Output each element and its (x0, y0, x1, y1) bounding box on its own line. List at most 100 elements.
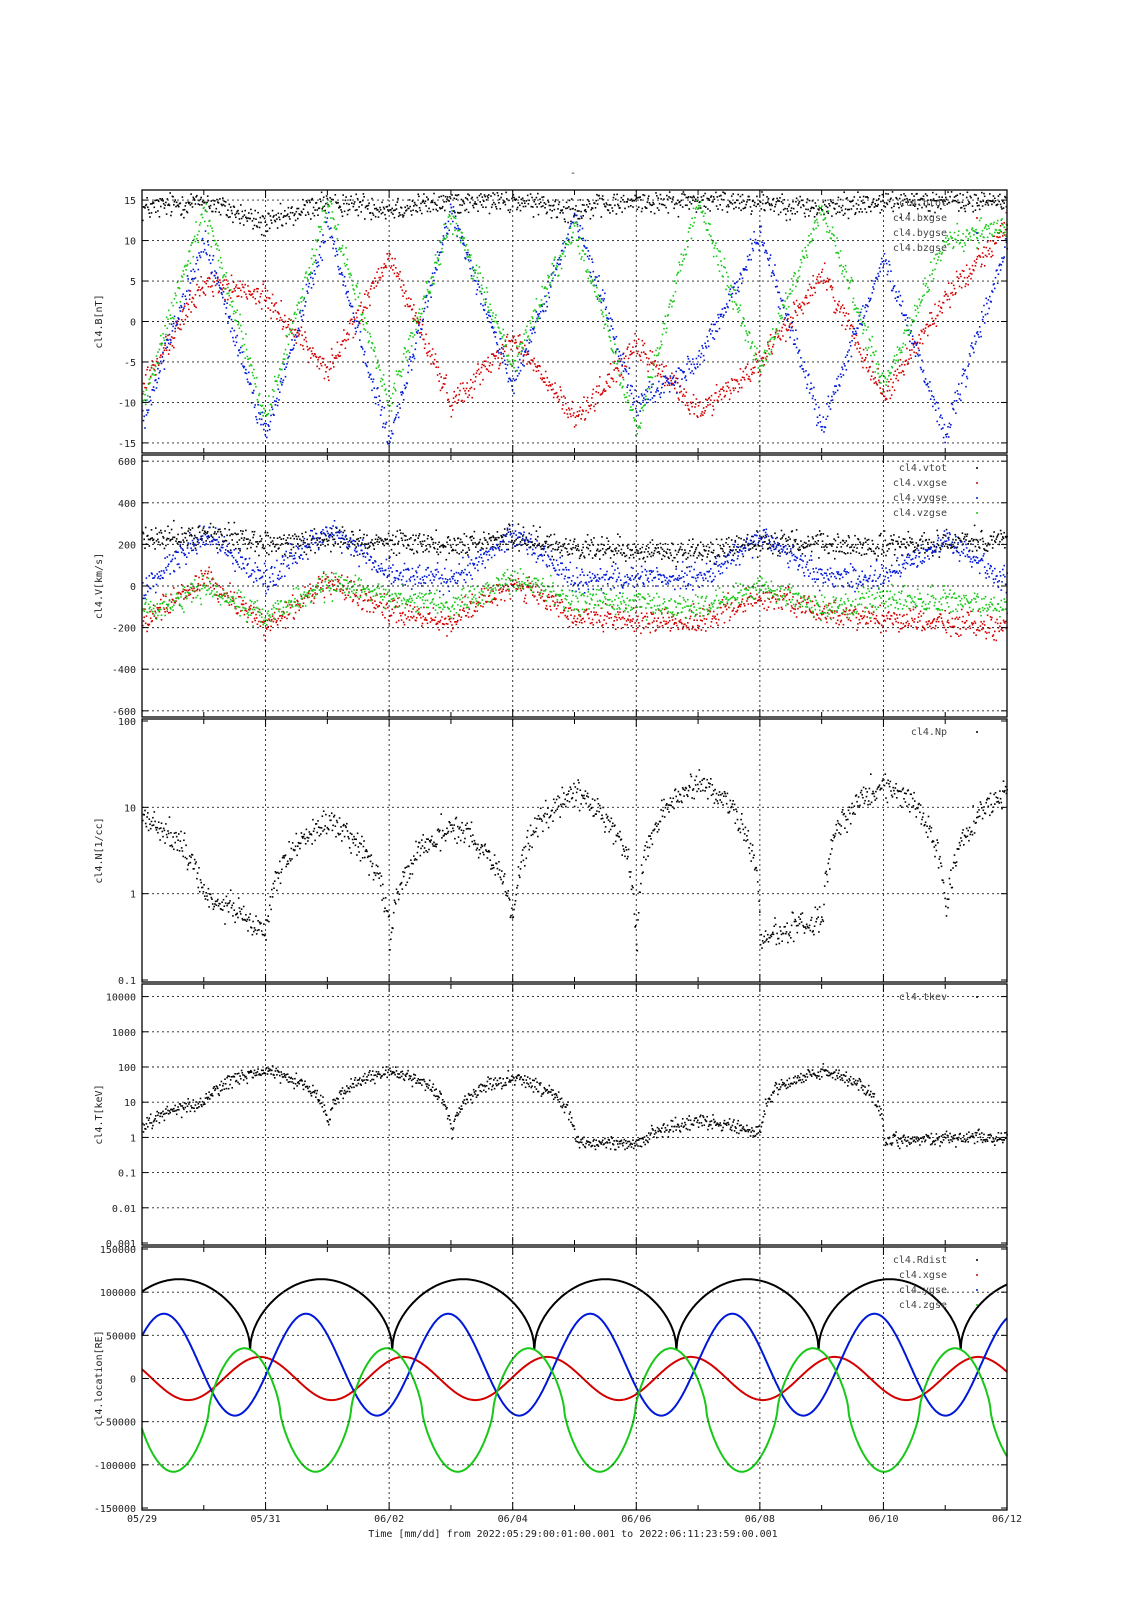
data-point (639, 196, 641, 198)
data-point (152, 367, 155, 370)
data-point (671, 198, 674, 200)
data-point (690, 237, 693, 240)
data-point (302, 344, 304, 347)
data-point (235, 341, 238, 344)
data-point (227, 282, 230, 285)
data-point (578, 229, 581, 231)
data-point (293, 214, 295, 217)
data-point (646, 388, 649, 390)
data-point (814, 399, 817, 401)
data-point (619, 207, 621, 209)
data-point (505, 191, 507, 194)
data-point (767, 257, 769, 260)
data-point (401, 360, 404, 363)
data-point (943, 199, 946, 201)
data-point (350, 274, 352, 276)
data-point (156, 381, 158, 384)
data-point (671, 305, 673, 308)
data-point (265, 422, 267, 425)
data-point (773, 210, 775, 212)
data-point (157, 362, 160, 365)
data-point (884, 377, 887, 379)
data-point (276, 404, 279, 407)
data-point (370, 285, 373, 287)
data-point (322, 242, 325, 244)
data-point (919, 354, 921, 356)
data-point (497, 350, 499, 352)
data-point (997, 236, 1000, 239)
data-point (593, 405, 595, 408)
data-point (806, 383, 809, 386)
data-point (400, 375, 403, 378)
data-point (227, 315, 230, 318)
data-point (176, 542, 179, 544)
data-point (645, 207, 648, 209)
data-point (470, 379, 472, 381)
data-point (522, 359, 525, 362)
data-point (739, 195, 742, 198)
data-point (801, 301, 804, 304)
data-point (798, 350, 800, 353)
data-point (975, 228, 977, 231)
data-point (996, 219, 999, 222)
data-point (145, 414, 148, 416)
data-point (374, 280, 377, 282)
data-point (464, 197, 467, 199)
data-point (186, 302, 188, 305)
data-point (436, 204, 438, 206)
data-point (717, 208, 719, 210)
data-point (338, 248, 340, 251)
data-point (441, 387, 443, 389)
data-point (824, 217, 827, 219)
data-point (644, 403, 646, 406)
data-point (915, 344, 918, 346)
data-point (375, 367, 378, 369)
data-point (895, 359, 897, 362)
data-point (173, 346, 175, 349)
data-point (812, 274, 814, 277)
data-point (823, 279, 825, 282)
data-point (469, 256, 471, 259)
data-point (490, 206, 493, 209)
data-point (280, 377, 282, 380)
data-point (972, 210, 974, 213)
data-point (190, 193, 192, 195)
data-point (400, 279, 403, 282)
data-point (596, 203, 599, 205)
data-point (272, 311, 275, 313)
data-point (673, 374, 675, 377)
data-point (800, 309, 803, 311)
data-point (310, 350, 313, 352)
data-point (162, 535, 164, 538)
data-point (981, 318, 984, 321)
data-point (559, 212, 561, 214)
data-point (902, 370, 905, 373)
data-point (433, 192, 435, 195)
data-point (927, 325, 930, 328)
data-point (616, 363, 618, 365)
data-point (352, 336, 355, 339)
data-point (341, 274, 344, 276)
data-point (329, 197, 331, 199)
data-point (218, 284, 220, 287)
data-point (480, 284, 483, 287)
data-point (641, 406, 644, 409)
data-point (344, 285, 347, 287)
data-point (248, 365, 251, 367)
data-point (283, 215, 285, 217)
data-point (777, 336, 779, 339)
data-point (378, 364, 380, 367)
data-point (161, 356, 164, 358)
data-point (775, 328, 778, 330)
data-point (971, 228, 973, 231)
data-point (209, 262, 212, 265)
data-point (357, 324, 360, 327)
data-point (246, 547, 249, 550)
data-point (377, 403, 380, 406)
data-point (538, 203, 541, 205)
data-point (970, 344, 972, 347)
data-point (912, 344, 915, 346)
data-point (233, 521, 236, 524)
data-point (488, 314, 490, 317)
data-point (768, 347, 770, 350)
